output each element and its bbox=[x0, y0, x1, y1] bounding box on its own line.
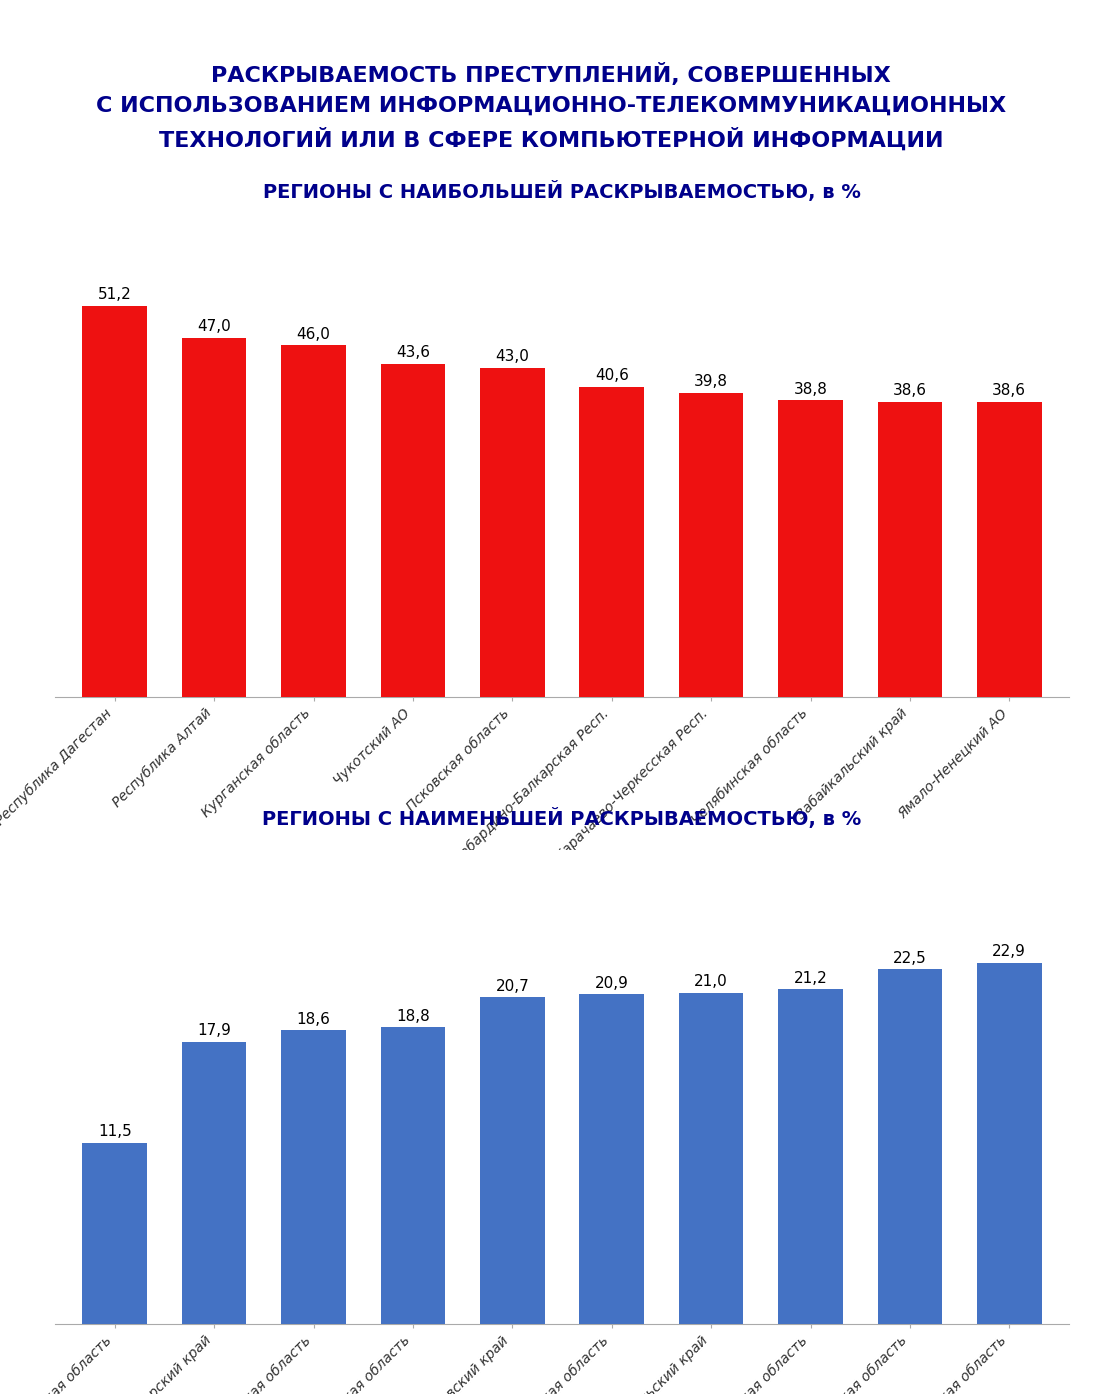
Text: 20,9: 20,9 bbox=[595, 976, 628, 991]
Text: 40,6: 40,6 bbox=[595, 368, 628, 383]
Bar bbox=[83, 1143, 147, 1324]
Bar bbox=[877, 969, 942, 1324]
Text: 38,6: 38,6 bbox=[992, 383, 1026, 399]
Text: 21,2: 21,2 bbox=[793, 972, 828, 986]
Text: 20,7: 20,7 bbox=[496, 979, 529, 994]
Text: 22,9: 22,9 bbox=[993, 944, 1026, 959]
Bar bbox=[83, 305, 147, 697]
Bar bbox=[877, 401, 942, 697]
Text: 18,6: 18,6 bbox=[296, 1012, 331, 1027]
Text: 51,2: 51,2 bbox=[98, 287, 131, 301]
Bar bbox=[977, 962, 1041, 1324]
Text: 43,6: 43,6 bbox=[396, 344, 430, 360]
Bar bbox=[977, 401, 1041, 697]
Text: 43,0: 43,0 bbox=[496, 350, 529, 364]
Text: 11,5: 11,5 bbox=[98, 1125, 131, 1139]
Text: 38,6: 38,6 bbox=[893, 383, 927, 399]
Text: 22,5: 22,5 bbox=[893, 951, 927, 966]
Bar bbox=[380, 364, 445, 697]
Bar bbox=[182, 337, 247, 697]
Text: 17,9: 17,9 bbox=[197, 1023, 231, 1039]
Bar bbox=[380, 1027, 445, 1324]
Bar bbox=[182, 1041, 247, 1324]
Title: РЕГИОНЫ С НАИБОЛЬШЕЙ РАСКРЫВАЕМОСТЬЮ, в %: РЕГИОНЫ С НАИБОЛЬШЕЙ РАСКРЫВАЕМОСТЬЮ, в … bbox=[263, 181, 861, 202]
Text: 21,0: 21,0 bbox=[694, 974, 728, 990]
Bar bbox=[281, 346, 346, 697]
Text: 38,8: 38,8 bbox=[793, 382, 828, 396]
Bar bbox=[480, 997, 544, 1324]
Text: 39,8: 39,8 bbox=[694, 374, 728, 389]
Bar bbox=[281, 1030, 346, 1324]
Bar bbox=[580, 386, 644, 697]
Bar bbox=[679, 393, 744, 697]
Bar bbox=[778, 990, 843, 1324]
Bar bbox=[580, 994, 644, 1324]
Text: 18,8: 18,8 bbox=[396, 1009, 430, 1025]
Text: РАСКРЫВАЕМОСТЬ ПРЕСТУПЛЕНИЙ, СОВЕРШЕННЫХ
С ИСПОЛЬЗОВАНИЕМ ИНФОРМАЦИОННО-ТЕЛЕКОММ: РАСКРЫВАЕМОСТЬ ПРЕСТУПЛЕНИЙ, СОВЕРШЕННЫХ… bbox=[96, 63, 1006, 151]
Text: 47,0: 47,0 bbox=[197, 319, 231, 335]
Bar bbox=[778, 400, 843, 697]
Text: 46,0: 46,0 bbox=[296, 326, 331, 342]
Bar bbox=[679, 993, 744, 1324]
Title: РЕГИОНЫ С НАИМЕНЬШЕЙ РАСКРЫВАЕМОСТЬЮ, в %: РЕГИОНЫ С НАИМЕНЬШЕЙ РАСКРЫВАЕМОСТЬЮ, в … bbox=[262, 809, 862, 829]
Bar bbox=[480, 368, 544, 697]
